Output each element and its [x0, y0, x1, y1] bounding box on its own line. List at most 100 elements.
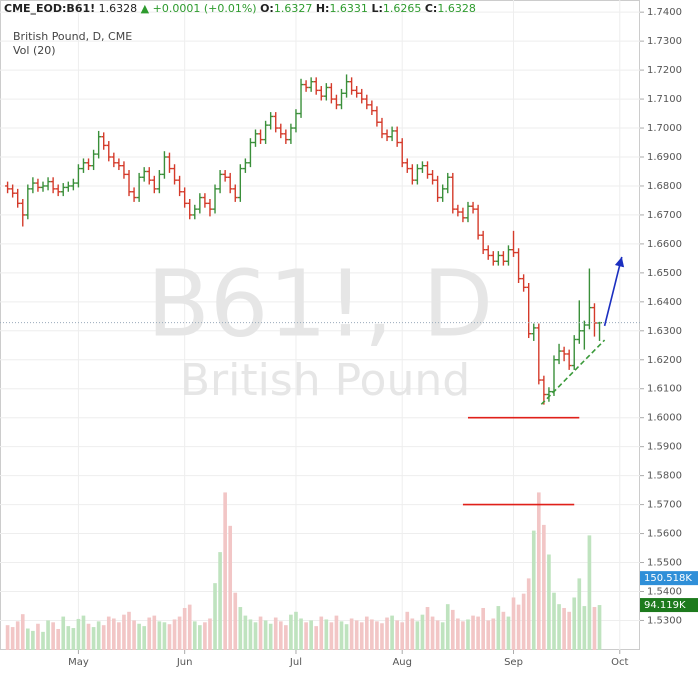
volume-bar — [375, 621, 379, 650]
volume-bar — [440, 622, 445, 650]
volume-bar — [466, 619, 470, 650]
volume-bar — [481, 607, 485, 650]
volume-bar — [476, 616, 480, 650]
y-tick-label: 1.5700 — [647, 500, 682, 511]
change-pct: (+0.01%) — [203, 2, 257, 15]
volume-bar — [106, 616, 111, 650]
volume-bar — [177, 616, 182, 650]
x-tick-label: May — [68, 657, 89, 668]
volume-bar — [415, 621, 420, 650]
volume-bar — [86, 623, 91, 650]
volume-bar — [56, 628, 61, 650]
volume-bar — [167, 624, 172, 650]
y-tick-label: 1.5900 — [647, 442, 682, 453]
volume-bar — [36, 623, 40, 650]
y-tick-label: 1.6700 — [647, 210, 682, 221]
volume-bar — [486, 620, 491, 650]
symbol: CME_EOD:B61! — [4, 2, 96, 15]
volume-bar — [31, 630, 35, 650]
y-tick-label: 1.7300 — [647, 36, 682, 47]
volume-bar — [26, 628, 30, 650]
volume-bar — [218, 552, 222, 650]
volume-bar — [142, 626, 147, 650]
volume-bar — [51, 622, 55, 650]
y-tick-label: 1.7400 — [647, 7, 682, 18]
volume-bar — [15, 621, 20, 650]
volume-bar — [516, 604, 521, 650]
watermark: B61!, D — [147, 250, 493, 357]
last: 1.6328 — [98, 2, 138, 15]
volume-bar — [213, 583, 217, 650]
o-label: O: — [260, 2, 274, 15]
y-tick-label: 1.6400 — [647, 297, 682, 308]
volume-bar — [572, 597, 577, 650]
header: CME_EOD:B61! 1.6328 ▲ +0.0001 (+0.01%) O… — [4, 2, 476, 15]
y-tick-label: 1.6600 — [647, 239, 682, 250]
volume-bar — [491, 618, 496, 650]
y-tick-label: 1.5300 — [647, 615, 682, 626]
volume-bar — [531, 530, 536, 650]
volume-bar — [385, 617, 389, 650]
volume-bar — [445, 604, 450, 650]
volume-bar — [582, 606, 587, 650]
volume-bar — [253, 622, 258, 650]
volume-bar — [238, 607, 243, 650]
volume-bar — [182, 607, 187, 650]
volume-bar — [395, 620, 399, 650]
c-label: C: — [424, 2, 438, 15]
volume-bar — [456, 618, 460, 650]
volume-bar — [117, 622, 121, 650]
y-tick-label: 1.6900 — [647, 152, 682, 163]
x-tick-label: Oct — [611, 657, 628, 668]
volume-bar — [324, 619, 329, 650]
volume-bar — [501, 611, 506, 650]
volume-bar — [597, 605, 602, 650]
volume-bar — [511, 597, 516, 650]
volume-bar — [5, 625, 10, 650]
volume-bar — [420, 614, 425, 650]
y-tick-label: 1.5400 — [647, 586, 682, 597]
x-tick-label: Sep — [504, 657, 523, 668]
low: 1.6265 — [382, 2, 422, 15]
volume-bar — [309, 620, 313, 650]
volume-bar — [91, 627, 96, 650]
volume-label-box — [640, 571, 698, 586]
volume-bar — [258, 616, 263, 650]
volume-bar — [334, 615, 339, 650]
volume-bar — [349, 618, 354, 650]
y-tick-label: 1.6100 — [647, 384, 682, 395]
volume-bar — [228, 525, 233, 650]
y-tick-label: 1.5500 — [647, 558, 682, 569]
volume-bar — [66, 626, 71, 650]
volume-bar — [552, 592, 556, 650]
volume-bar — [289, 614, 293, 650]
drawing-arrow — [603, 256, 625, 327]
volume-bar — [461, 621, 465, 650]
x-tick-label: Jun — [176, 657, 193, 668]
legend-title: British Pound, D, CME — [13, 30, 132, 43]
volume-bar — [536, 492, 541, 650]
volume-bar — [339, 621, 344, 650]
volume-bar — [557, 604, 561, 650]
volume-bar — [137, 623, 141, 650]
volume-bar — [405, 611, 410, 650]
l-label: L: — [371, 2, 383, 15]
up-icon: ▲ — [140, 2, 150, 15]
volume-bar — [192, 621, 197, 650]
y-tick-label: 1.6800 — [647, 181, 682, 192]
volume-bar — [364, 616, 369, 650]
volume-bar — [380, 623, 384, 650]
volume-bar — [577, 578, 582, 650]
volume-bar — [567, 611, 571, 650]
volume-bar — [284, 625, 288, 650]
volume-bar — [562, 607, 566, 650]
y-tick-label: 1.7100 — [647, 94, 682, 105]
volume-bar — [10, 627, 15, 650]
change: +0.0001 — [152, 2, 201, 15]
volume-bar — [162, 622, 167, 650]
volume-bar — [294, 611, 298, 650]
y-tick-label: 1.7200 — [647, 65, 682, 76]
volume-bar — [152, 615, 157, 650]
